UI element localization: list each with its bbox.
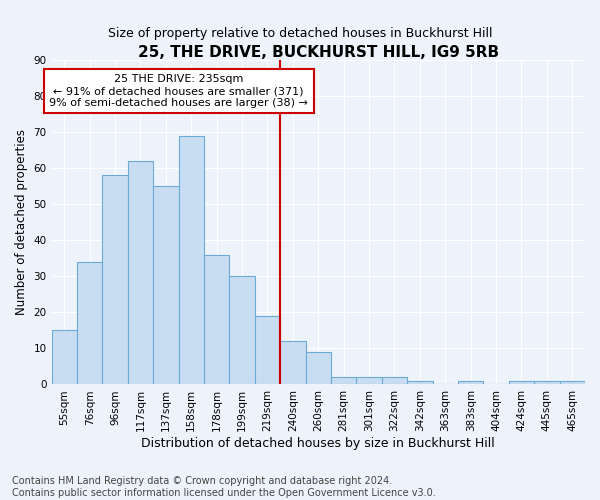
- Text: 25 THE DRIVE: 235sqm
← 91% of detached houses are smaller (371)
9% of semi-detac: 25 THE DRIVE: 235sqm ← 91% of detached h…: [49, 74, 308, 108]
- Bar: [382, 377, 407, 384]
- Bar: [509, 381, 534, 384]
- Bar: [153, 186, 179, 384]
- Bar: [179, 136, 204, 384]
- Bar: [77, 262, 103, 384]
- Text: Contains HM Land Registry data © Crown copyright and database right 2024.
Contai: Contains HM Land Registry data © Crown c…: [12, 476, 436, 498]
- Bar: [407, 381, 433, 384]
- Bar: [458, 381, 484, 384]
- Y-axis label: Number of detached properties: Number of detached properties: [15, 129, 28, 315]
- Bar: [356, 377, 382, 384]
- Bar: [52, 330, 77, 384]
- Bar: [103, 176, 128, 384]
- Bar: [128, 161, 153, 384]
- Bar: [534, 381, 560, 384]
- Bar: [280, 341, 305, 384]
- Bar: [331, 377, 356, 384]
- Bar: [255, 316, 280, 384]
- Text: Size of property relative to detached houses in Buckhurst Hill: Size of property relative to detached ho…: [108, 28, 492, 40]
- Bar: [204, 254, 229, 384]
- Bar: [305, 352, 331, 384]
- Title: 25, THE DRIVE, BUCKHURST HILL, IG9 5RB: 25, THE DRIVE, BUCKHURST HILL, IG9 5RB: [138, 45, 499, 60]
- Bar: [560, 381, 585, 384]
- X-axis label: Distribution of detached houses by size in Buckhurst Hill: Distribution of detached houses by size …: [142, 437, 495, 450]
- Bar: [229, 276, 255, 384]
